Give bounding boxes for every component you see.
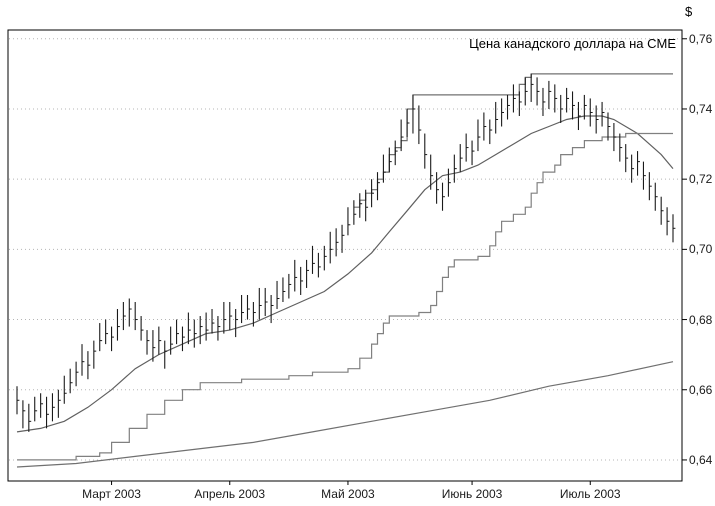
axis-ticks [111,38,687,485]
x-axis-label: Март 2003 [82,487,141,501]
y-axis-label: 0,66 [689,382,713,397]
plot-frame [7,29,683,482]
x-axis-label: Май 2003 [321,487,375,501]
chart-title: Цена канадского доллара на CME [469,36,676,51]
grid-lines [9,38,681,461]
y-axis-label: 0,74 [689,101,713,116]
indicator-lines [16,73,674,468]
line-lower-channel [17,132,673,461]
line-long-ma [16,361,674,468]
y-axis-label: 0,72 [689,172,713,187]
x-axis-label: Июль 2003 [559,487,621,501]
y-axis-label: 0,68 [689,312,713,327]
line-fast-ma [16,115,674,433]
x-axis-label: Апрель 2003 [194,487,266,501]
y-axis-label: 0,76 [689,31,713,46]
price-bars [16,73,676,432]
y-axis-label: 0,64 [689,452,713,467]
x-axis-label: Июнь 2003 [441,487,503,501]
y-axis-label: 0,70 [689,242,713,257]
y-axis-unit-label: $ [685,4,693,19]
